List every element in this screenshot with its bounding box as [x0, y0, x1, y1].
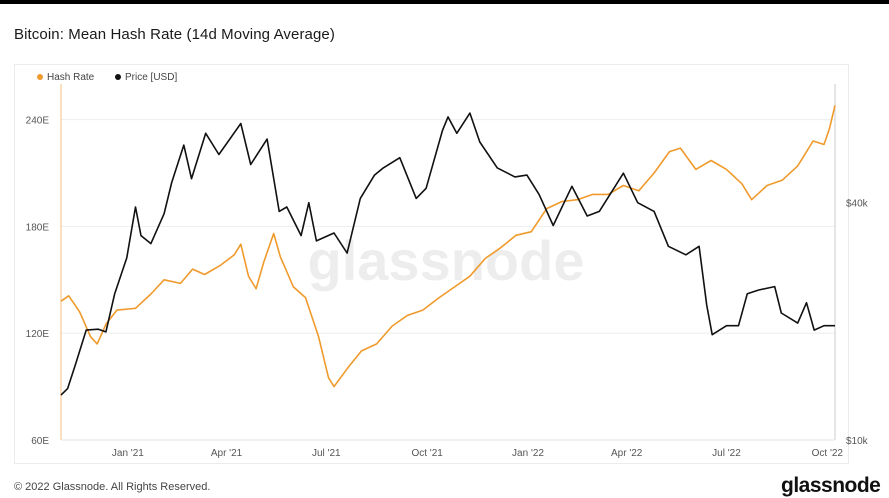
- legend-price-label: Price [USD]: [125, 72, 177, 83]
- y-left-tick-label: 120E: [26, 329, 50, 340]
- legend-hash-rate-label: Hash Rate: [47, 72, 95, 83]
- y-right-tick-label: $10k: [846, 436, 869, 447]
- copyright-text: © 2022 Glassnode. All Rights Reserved.: [14, 481, 211, 493]
- brand-logo: glassnode: [781, 474, 881, 497]
- y-left-tick-label: 240E: [26, 116, 50, 127]
- y-left-tick-label: 60E: [31, 436, 49, 447]
- x-tick-label: Jan '21: [112, 448, 144, 459]
- hash-rate-line: [60, 105, 836, 388]
- top-border: [0, 0, 889, 4]
- y-left-tick-label: 180E: [26, 222, 50, 233]
- x-tick-label: Oct '22: [812, 448, 844, 459]
- x-tick-label: Jul '21: [312, 448, 341, 459]
- legend-hash-rate-marker: [37, 74, 43, 80]
- price-line: [60, 112, 835, 396]
- chart-title: Bitcoin: Mean Hash Rate (14d Moving Aver…: [14, 26, 335, 43]
- x-tick-label: Oct '21: [411, 448, 443, 459]
- chart-frame: [14, 64, 849, 464]
- x-tick-label: Jul '22: [712, 448, 741, 459]
- watermark: glassnode: [308, 229, 585, 292]
- x-tick-label: Jan '22: [512, 448, 544, 459]
- legend-price-marker: [115, 74, 121, 80]
- x-tick-label: Apr '22: [611, 448, 643, 459]
- x-tick-label: Apr '21: [211, 448, 243, 459]
- y-right-tick-label: $40k: [846, 199, 869, 210]
